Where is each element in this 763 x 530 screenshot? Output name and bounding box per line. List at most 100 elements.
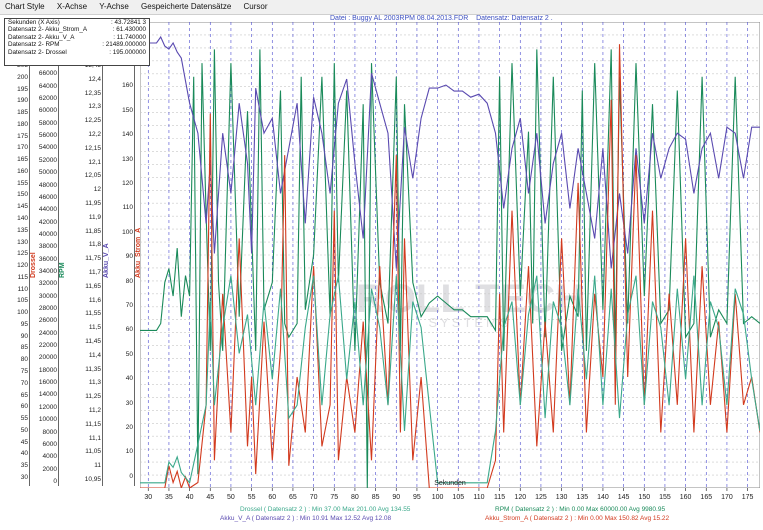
series-line-akku-v-a xyxy=(140,35,760,269)
y-tick-label-rpm: 66000 xyxy=(38,70,57,78)
info-label: Datensatz 2- Akku_V_A xyxy=(8,33,75,41)
x-tick-label: 135 xyxy=(576,494,588,501)
y-tick-label-drossel: 130 xyxy=(17,238,28,246)
y-tick-label-drossel: 100 xyxy=(17,309,28,317)
y-tick-label-akku-v: 12,1 xyxy=(88,158,101,166)
y-tick-label-rpm: 34000 xyxy=(38,267,57,275)
y-axis-line xyxy=(58,62,59,486)
y-tick-label-rpm: 20000 xyxy=(38,354,57,362)
y-tick-label-drossel: 65 xyxy=(20,391,28,399)
chart-dataset: Datensatz: Datensatz 2 . xyxy=(476,15,553,22)
y-tick-label-rpm: 36000 xyxy=(38,255,57,263)
y-tick-label-akku-strom: 10 xyxy=(125,448,133,456)
y-tick-label-drossel: 75 xyxy=(20,368,28,376)
info-value: : 11.740000 xyxy=(113,33,146,41)
y-tick-label-akku-v: 11,85 xyxy=(85,227,101,235)
y-tick-label-akku-v: 12,05 xyxy=(84,172,101,180)
y-tick-label-drossel: 80 xyxy=(20,356,28,364)
y-tick-label-akku-strom: 160 xyxy=(122,82,133,90)
y-tick-label-rpm: 50000 xyxy=(38,169,57,177)
y-tick-label-rpm: 6000 xyxy=(42,440,57,448)
y-tick-label-akku-strom: 110 xyxy=(122,204,133,212)
info-label: Sekunden (X Axis) xyxy=(8,19,60,26)
y-tick-label-rpm: 28000 xyxy=(38,305,57,312)
y-tick-label-akku-strom: 150 xyxy=(122,106,133,114)
x-tick-label: 130 xyxy=(556,494,568,501)
x-tick-label: 55 xyxy=(248,494,256,501)
legend: Drossel ( Datensatz 2 ) : Min 37.00 Max … xyxy=(140,506,760,528)
y-tick-label-rpm: 14000 xyxy=(38,391,57,399)
x-tick-label: 30 xyxy=(144,494,152,501)
menu-cursor[interactable]: Cursor xyxy=(243,2,268,11)
legend-akku-strom: Akku_Strom_A ( Datensatz 2 ) : Min 0.00 … xyxy=(485,515,670,522)
menu-bar: Chart Style X-Achse Y-Achse Gespeicherte… xyxy=(0,0,763,15)
y-axis-line xyxy=(29,62,30,486)
info-row: Datensatz 2- Akku_V_A : 11.740000 xyxy=(5,34,149,41)
menu-gespeicherte-datensaetze[interactable]: Gespeicherte Datensätze xyxy=(141,2,232,11)
legend-rpm: RPM ( Datensatz 2 ) : Min 0.00 Max 60000… xyxy=(495,506,666,513)
x-tick-label: 155 xyxy=(659,494,671,501)
y-tick-label-drossel: 190 xyxy=(17,97,28,105)
y-tick-label-drossel: 160 xyxy=(17,167,28,175)
y-tick-label-drossel: 180 xyxy=(17,120,28,128)
x-tick-label: 170 xyxy=(721,494,733,501)
x-tick-label: 140 xyxy=(597,494,609,501)
y-tick-label-drossel: 150 xyxy=(17,191,28,199)
y-tick-label-rpm: 38000 xyxy=(38,243,57,251)
x-tick-label: 90 xyxy=(392,494,400,501)
x-tick-label: 115 xyxy=(494,494,505,501)
x-tick-label: 50 xyxy=(227,494,235,501)
y-tick-label-akku-v: 12,4 xyxy=(88,75,101,83)
x-tick-label: 145 xyxy=(618,494,630,501)
menu-x-achse[interactable]: X-Achse xyxy=(56,2,88,11)
x-tick-label: 45 xyxy=(206,494,214,501)
series-line-rpm xyxy=(140,49,760,488)
menu-chart-style[interactable]: Chart Style xyxy=(5,2,45,11)
y-tick-label-akku-v: 11,35 xyxy=(85,365,101,373)
info-value: : 43.72841 3 xyxy=(110,19,146,26)
y-tick-label-akku-v: 11,05 xyxy=(85,448,101,456)
y-tick-label-akku-strom: 20 xyxy=(125,424,133,431)
y-tick-label-drossel: 60 xyxy=(20,403,28,411)
y-axis-name-rpm: RPM xyxy=(59,262,66,278)
y-tick-label-rpm: 44000 xyxy=(38,206,57,214)
y-tick-label-drossel: 200 xyxy=(17,73,28,81)
y-tick-label-rpm: 58000 xyxy=(38,119,57,127)
y-axis-line xyxy=(102,62,103,486)
series-line-akku-strom-a xyxy=(140,44,760,488)
y-tick-label-drossel: 30 xyxy=(20,473,28,481)
y-tick-label-akku-v: 11,9 xyxy=(88,213,101,221)
x-tick-label: 165 xyxy=(700,494,712,501)
y-tick-label-rpm: 60000 xyxy=(38,107,57,115)
x-tick-label: 95 xyxy=(413,494,421,501)
x-tick-label: 125 xyxy=(535,494,547,501)
y-tick-label-akku-v: 11,2 xyxy=(88,407,101,414)
y-tick-label-rpm: 26000 xyxy=(38,317,57,325)
y-tick-label-akku-strom: 50 xyxy=(125,350,133,358)
y-tick-label-drossel: 70 xyxy=(20,379,28,387)
y-tick-label-drossel: 35 xyxy=(20,462,28,470)
y-tick-label-rpm: 40000 xyxy=(38,230,57,238)
menu-y-achse[interactable]: Y-Achse xyxy=(99,2,129,11)
y-tick-label-drossel: 110 xyxy=(17,285,28,293)
y-tick-label-drossel: 55 xyxy=(20,415,28,423)
y-tick-label-rpm: 64000 xyxy=(38,82,57,90)
legend-drossel: Drossel ( Datensatz 2 ) : Min 37.00 Max … xyxy=(240,506,411,513)
y-tick-label-drossel: 90 xyxy=(20,332,28,340)
y-tick-label-akku-v: 12,25 xyxy=(84,117,101,125)
y-tick-label-drossel: 185 xyxy=(17,109,28,117)
y-tick-label-akku-v: 12,35 xyxy=(84,89,101,97)
y-tick-label-rpm: 0 xyxy=(53,477,57,485)
y-tick-label-drossel: 50 xyxy=(20,426,28,434)
y-tick-label-rpm: 12000 xyxy=(38,403,57,411)
y-tick-label-akku-strom: 140 xyxy=(122,131,133,139)
x-tick-label: 70 xyxy=(310,494,318,501)
info-label: Datensatz 2- Akku_Strom_A xyxy=(8,26,88,34)
x-tick-label: 65 xyxy=(289,494,297,501)
y-axis-name-akku-v: Akku_V_A xyxy=(103,243,110,278)
info-label: Datensatz 2- Drossel xyxy=(8,48,67,56)
y-tick-label-akku-strom: 70 xyxy=(125,302,133,309)
y-tick-label-akku-v: 11,45 xyxy=(85,338,101,345)
y-tick-label-rpm: 8000 xyxy=(42,428,57,436)
